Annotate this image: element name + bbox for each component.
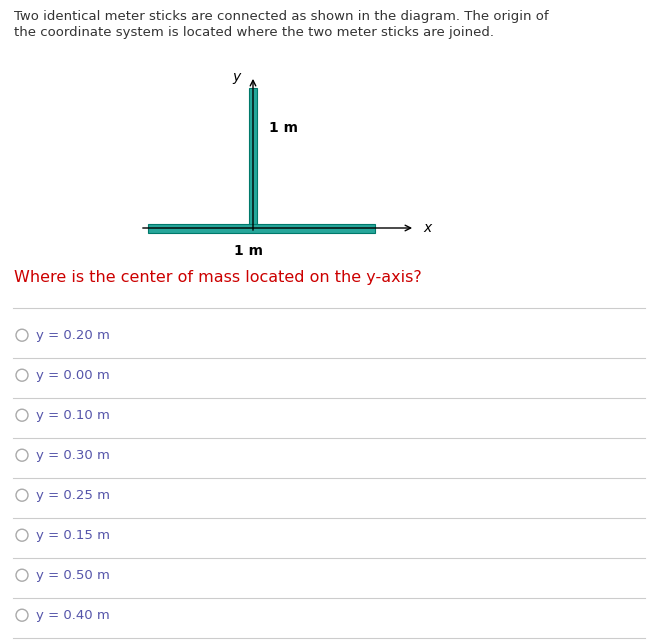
- Bar: [249, 88, 257, 228]
- Text: 1 m: 1 m: [234, 244, 263, 258]
- Text: y = 0.20 m: y = 0.20 m: [36, 329, 110, 342]
- Text: Where is the center of mass located on the y-axis?: Where is the center of mass located on t…: [14, 270, 422, 285]
- Text: y = 0.10 m: y = 0.10 m: [36, 409, 110, 422]
- Text: x: x: [423, 221, 431, 235]
- Text: y = 0.00 m: y = 0.00 m: [36, 369, 110, 382]
- Text: y = 0.50 m: y = 0.50 m: [36, 569, 110, 582]
- Bar: [148, 223, 375, 232]
- Text: y = 0.15 m: y = 0.15 m: [36, 529, 110, 542]
- Text: the coordinate system is located where the two meter sticks are joined.: the coordinate system is located where t…: [14, 26, 494, 39]
- Text: y: y: [233, 70, 241, 84]
- Text: Two identical meter sticks are connected as shown in the diagram. The origin of: Two identical meter sticks are connected…: [14, 10, 549, 23]
- Text: y = 0.25 m: y = 0.25 m: [36, 489, 110, 501]
- Text: 1 m: 1 m: [269, 121, 298, 135]
- Text: y = 0.30 m: y = 0.30 m: [36, 449, 110, 462]
- Text: y = 0.40 m: y = 0.40 m: [36, 609, 110, 621]
